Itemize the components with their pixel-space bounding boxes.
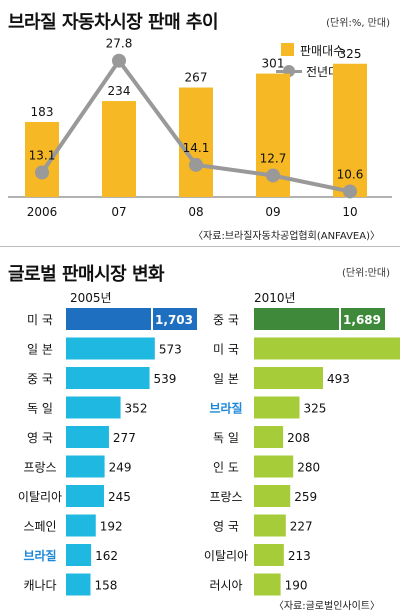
growth-value: 13.1 (29, 148, 56, 162)
market-bar (66, 514, 96, 537)
market-bar (254, 455, 294, 478)
global-market-title: 글로벌 판매시장 변화 (8, 264, 165, 285)
country-label: 독 일 (213, 431, 239, 445)
market-bar (254, 367, 324, 389)
market-bar-value: 277 (113, 431, 136, 445)
market-bar (66, 455, 105, 478)
global-market-source: 〈자료:글로벌인사이트〉 (273, 601, 380, 612)
sales-bar-value: 301 (262, 57, 285, 71)
market-bar (254, 573, 281, 596)
growth-value: 14.1 (183, 141, 210, 155)
country-label: 브라질 (23, 548, 56, 563)
market-bar-value: 539 (154, 372, 177, 386)
market-bar (66, 367, 150, 389)
market-bar-value: 1,703 (155, 313, 193, 327)
growth-value: 12.7 (260, 151, 287, 165)
country-label: 미 국 (213, 343, 239, 357)
market-bar-value: 213 (288, 549, 311, 563)
country-label: 중 국 (213, 313, 239, 327)
growth-point (343, 184, 357, 199)
growth-point (189, 157, 203, 172)
market-bar-value: 162 (95, 549, 118, 563)
sales-bar (102, 101, 136, 197)
market-bar-value: 1,689 (343, 313, 381, 327)
market-bar-value: 190 (285, 579, 308, 593)
country-label: 브라질 (209, 401, 242, 416)
section-divider (0, 246, 400, 247)
sales-bar-value: 325 (339, 47, 362, 61)
sales-trend-title: 브라질 자동차시장 판매 추이 (8, 12, 219, 33)
market-bar (66, 337, 155, 360)
sales-bar-value: 234 (108, 84, 131, 98)
market-bar-value: 259 (294, 490, 317, 504)
country-label: 프랑스 (23, 461, 56, 475)
market-bar-value: 352 (125, 402, 148, 416)
legend-bar-label: 판매대수 (300, 44, 345, 58)
country-label: 이탈리아 (204, 549, 248, 563)
legend-bar-swatch (281, 43, 294, 56)
x-tick-label: 2006 (27, 205, 58, 219)
growth-point (266, 168, 280, 183)
x-tick-label: 10 (342, 205, 357, 219)
market-bar-value: 208 (287, 431, 310, 445)
market-bar (66, 396, 121, 419)
sales-bar (333, 63, 367, 197)
market-bar (254, 396, 300, 419)
country-label: 러시아 (209, 579, 242, 593)
market-bar (254, 337, 400, 360)
market-bar-value: 280 (297, 461, 320, 475)
country-label: 중 국 (27, 372, 53, 386)
market-bar-value-box (341, 308, 385, 330)
sales-bar-value: 183 (31, 105, 54, 119)
market-bar (66, 426, 109, 448)
year-2005-label: 2005년 (70, 291, 112, 305)
market-bar-top (254, 308, 339, 330)
sales-trend-chart: 183 2006 234 07 267 08 301 09 325 10 13.1 27.8 14.1 1… (8, 37, 392, 219)
market-bar-top (66, 308, 151, 330)
market-bar (254, 485, 291, 507)
sales-bar-value: 267 (185, 71, 208, 85)
sales-trend-unit: (단위:%, 만대) (326, 18, 390, 29)
year-2010-label: 2010년 (254, 291, 296, 305)
country-label: 프랑스 (209, 490, 242, 504)
market-bar-value: 245 (108, 490, 131, 504)
country-label: 일 본 (213, 372, 239, 386)
market-bar-value: 325 (304, 402, 327, 416)
country-label: 영 국 (213, 520, 239, 534)
market-bar-value: 227 (290, 520, 313, 534)
country-label: 이탈리아 (18, 490, 62, 504)
market-bar (66, 485, 104, 507)
x-tick-label: 09 (265, 205, 280, 219)
market-bar (66, 573, 91, 596)
market-bar (254, 426, 284, 448)
country-label: 독 일 (27, 402, 53, 416)
global-market-unit: (단위:만대) (342, 268, 390, 279)
market-bar (254, 514, 286, 537)
market-bar-value: 158 (94, 579, 117, 593)
growth-point (112, 53, 126, 68)
country-label: 일 본 (27, 343, 53, 357)
sales-bar (179, 87, 213, 197)
growth-point (35, 165, 49, 180)
market-bar-value: 573 (159, 343, 182, 357)
country-label: 캐나다 (23, 579, 56, 593)
country-label: 인 도 (213, 461, 239, 475)
sales-trend-source: 〈자료:브라질자동차공업협회(ANFAVEA)〉 (193, 231, 380, 242)
global-market-chart: 미 국 1,703 일 본 573 중 국 539 독 일 352 영 국 277 프랑스 249 이탈… (18, 308, 400, 596)
market-bar-value: 249 (109, 461, 132, 475)
x-tick-label: 07 (111, 205, 126, 219)
growth-value: 27.8 (106, 37, 133, 51)
x-tick-label: 08 (188, 205, 203, 219)
market-bar (254, 544, 284, 566)
country-label: 스페인 (23, 520, 56, 534)
country-label: 영 국 (27, 431, 53, 445)
growth-value: 10.6 (337, 167, 364, 181)
market-bar-value: 192 (100, 520, 123, 534)
market-bar-value-box (153, 308, 197, 330)
country-label: 미 국 (27, 313, 53, 327)
market-bar-value: 493 (327, 372, 350, 386)
market-bar (66, 544, 92, 566)
